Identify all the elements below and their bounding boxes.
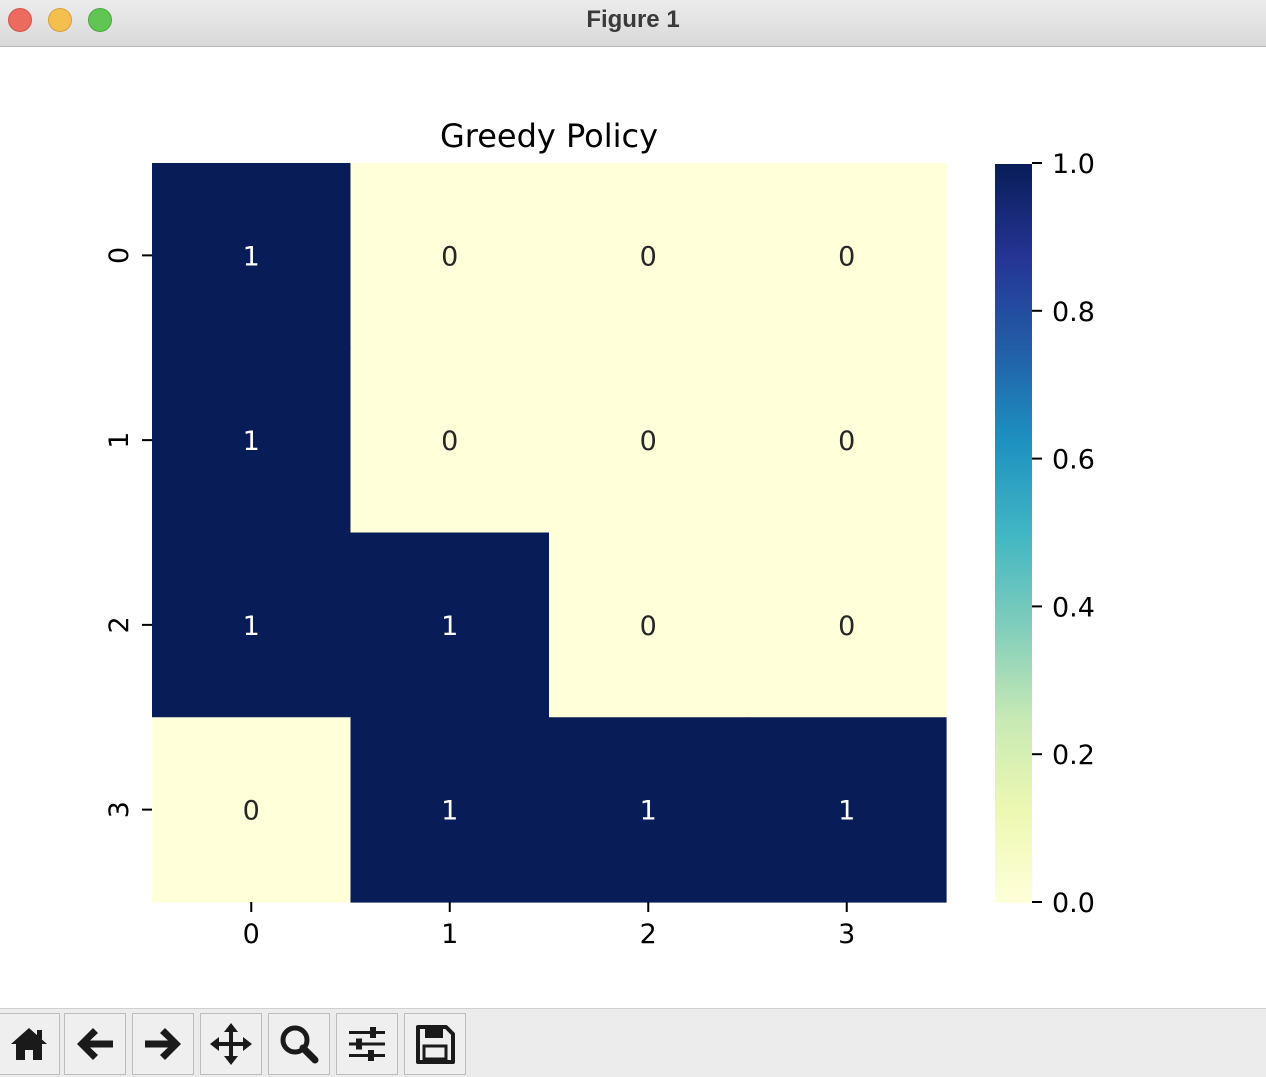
colorbar-tick-label: 0.4 [1052, 592, 1095, 623]
zoom-icon [280, 1025, 319, 1064]
colorbar-tick-label: 0.8 [1052, 297, 1095, 328]
back-button[interactable] [64, 1013, 126, 1075]
heatmap-chart: Greedy Policy 1 0 0 0 1 0 0 0 1 1 0 0 0 1 1 1 0 1 2 3 0 1 2 3… [104, 117, 1095, 950]
x-tick-label: 3 [838, 919, 855, 950]
heatmap-cell [549, 347, 749, 534]
save-button[interactable] [404, 1013, 466, 1075]
heatmap-cell [350, 347, 550, 534]
y-tick-label: 0 [104, 247, 135, 264]
heatmap-cell [350, 532, 550, 718]
cell-annotation: 1 [838, 796, 855, 827]
heatmap-cell [152, 347, 352, 534]
x-tick-label: 0 [243, 919, 260, 950]
cell-annotation: 0 [640, 241, 657, 272]
cell-annotation: 1 [243, 241, 260, 272]
heatmap-cell [152, 717, 352, 903]
cell-annotation: 0 [441, 241, 458, 272]
y-tick-label: 3 [104, 801, 135, 818]
heatmap-cell [350, 717, 550, 903]
home-icon [11, 1028, 47, 1060]
cell-annotation: 1 [441, 611, 458, 642]
figure-canvas: Greedy Policy 1 0 0 0 1 0 0 0 1 1 0 0 0 1 1 1 0 1 2 3 0 1 2 3… [0, 47, 1266, 1007]
colorbar-tick-label: 0.6 [1052, 445, 1095, 476]
forward-button[interactable] [132, 1013, 194, 1075]
heatmap-cell [747, 347, 947, 534]
cell-annotation: 1 [243, 426, 260, 457]
heatmap-cell [549, 532, 749, 718]
back-arrow-icon [77, 1028, 113, 1060]
minimize-window-button[interactable] [48, 8, 72, 32]
cell-annotation: 0 [838, 241, 855, 272]
heatmap-cell [747, 717, 947, 903]
zoom-button[interactable] [268, 1013, 330, 1075]
cell-annotation: 0 [838, 426, 855, 457]
pan-icon [210, 1023, 252, 1065]
cell-annotation: 1 [243, 611, 260, 642]
heatmap-cell [747, 532, 947, 718]
heatmap-cells [152, 163, 947, 903]
y-tick-label: 1 [104, 432, 135, 449]
cell-annotation: 0 [640, 611, 657, 642]
y-tick-label: 2 [104, 616, 135, 633]
chart-title: Greedy Policy [440, 117, 658, 155]
pan-button[interactable] [200, 1013, 262, 1075]
colorbar-tick-label: 0.0 [1052, 888, 1095, 919]
navigation-toolbar [0, 1008, 1266, 1077]
cell-annotation: 0 [243, 796, 260, 827]
cell-annotation: 0 [441, 426, 458, 457]
heatmap-cell [549, 717, 749, 903]
maximize-window-button[interactable] [88, 8, 112, 32]
configure-subplots-button[interactable] [336, 1013, 398, 1075]
colorbar [995, 164, 1032, 903]
cell-annotation: 0 [640, 426, 657, 457]
x-tick-label: 2 [640, 919, 657, 950]
heatmap-cell [152, 532, 352, 718]
cell-annotation: 1 [640, 796, 657, 827]
x-tick-label: 1 [441, 919, 458, 950]
window-titlebar: Figure 1 [0, 0, 1266, 47]
configure-subplots-icon [349, 1027, 385, 1061]
heatmap-cell [152, 163, 352, 349]
forward-arrow-icon [145, 1028, 181, 1060]
x-axis: 0 1 2 3 [243, 902, 855, 950]
heatmap-cell [549, 163, 749, 349]
heatmap-cell [747, 163, 947, 349]
y-axis: 0 1 2 3 [104, 247, 152, 818]
colorbar-axis: 0.0 0.2 0.4 0.6 0.8 1.0 [1032, 149, 1095, 919]
home-button[interactable] [0, 1013, 60, 1075]
heatmap-cell [350, 163, 550, 349]
heatmap-annotations: 1 0 0 0 1 0 0 0 1 1 0 0 0 1 1 1 [243, 241, 856, 826]
window-title: Figure 1 [586, 6, 680, 33]
cell-annotation: 0 [838, 611, 855, 642]
save-icon [416, 1025, 455, 1064]
colorbar-tick-label: 1.0 [1052, 149, 1095, 180]
close-window-button[interactable] [8, 8, 32, 32]
cell-annotation: 1 [441, 796, 458, 827]
colorbar-tick-label: 0.2 [1052, 740, 1095, 771]
